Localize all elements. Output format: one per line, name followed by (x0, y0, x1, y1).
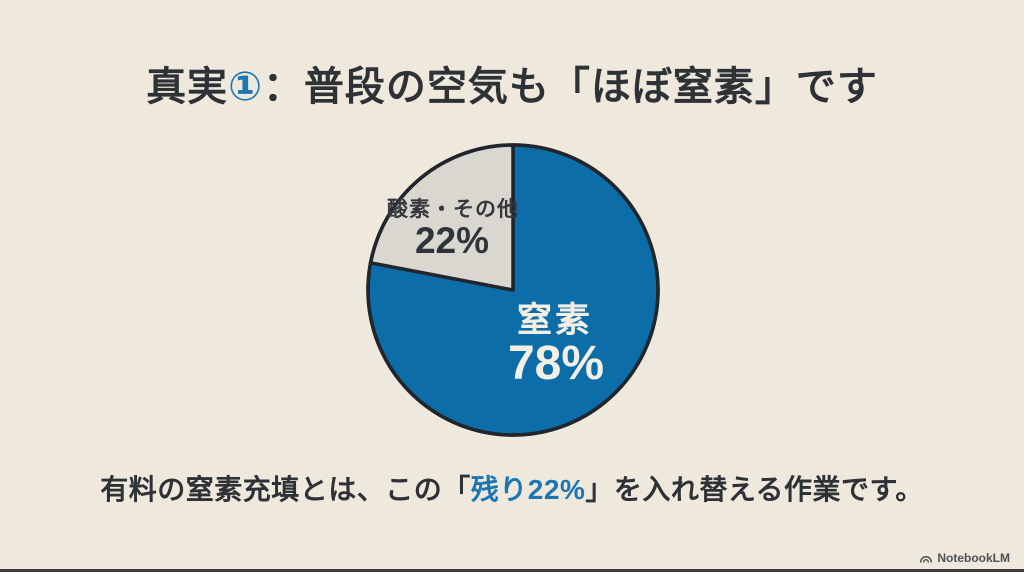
notebooklm-arc-icon (919, 552, 933, 565)
caption-post: 」を入れ替える作業です。 (585, 474, 924, 505)
pie-chart (353, 130, 673, 450)
brand-name: NotebookLM (937, 551, 1010, 565)
caption-highlight: 残り22% (470, 474, 586, 505)
title-prefix: 真実 (146, 65, 229, 109)
slice-label-nitrogen-name: 窒素 (516, 301, 593, 340)
pie-chart-svg (366, 143, 660, 437)
slice-label-nitrogen-percent: 78% (507, 337, 605, 390)
title-rest: ：普段の空気も「ほぼ窒素」です (262, 65, 878, 109)
page-title: 真実①：普段の空気も「ほぼ窒素」です (0, 63, 1024, 111)
caption: 有料の窒素充填とは、この「残り22%」を入れ替える作業です。 (0, 468, 1024, 508)
letterbox-bottom-bar (0, 569, 1024, 572)
title-circled-number: ① (228, 65, 263, 109)
slice-label-oxygen-name: 酸素・その他 (387, 198, 519, 221)
brand-watermark: NotebookLM (919, 551, 1010, 565)
slice-label-oxygen-percent: 22% (414, 220, 490, 261)
caption-pre: 有料の窒素充填とは、この「 (100, 474, 471, 505)
